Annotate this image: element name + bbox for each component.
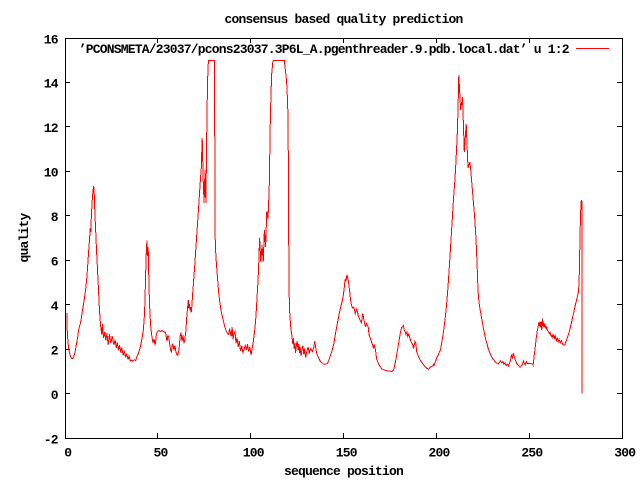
svg-text:0: 0 — [64, 446, 72, 461]
svg-text:10: 10 — [44, 166, 59, 181]
svg-text:16: 16 — [44, 32, 59, 47]
svg-text:0: 0 — [51, 388, 59, 403]
svg-text:14: 14 — [44, 77, 59, 92]
svg-text:12: 12 — [44, 121, 59, 136]
svg-text:100: 100 — [243, 446, 265, 461]
svg-text:250: 250 — [521, 446, 543, 461]
svg-text:8: 8 — [51, 210, 59, 225]
svg-text:-2: -2 — [44, 432, 59, 447]
svg-text:’PCONSMETA/23037/pcons23037.3P: ’PCONSMETA/23037/pcons23037.3P6L_A.pgent… — [79, 42, 570, 57]
svg-text:6: 6 — [51, 255, 59, 270]
svg-text:quality: quality — [17, 213, 32, 263]
svg-text:200: 200 — [428, 446, 450, 461]
svg-text:consensus based quality predic: consensus based quality prediction — [224, 12, 463, 27]
svg-text:sequence position: sequence position — [284, 464, 404, 479]
svg-text:150: 150 — [336, 446, 358, 461]
svg-text:300: 300 — [614, 446, 636, 461]
svg-text:2: 2 — [51, 343, 59, 358]
svg-text:4: 4 — [51, 299, 59, 314]
svg-text:50: 50 — [153, 446, 168, 461]
